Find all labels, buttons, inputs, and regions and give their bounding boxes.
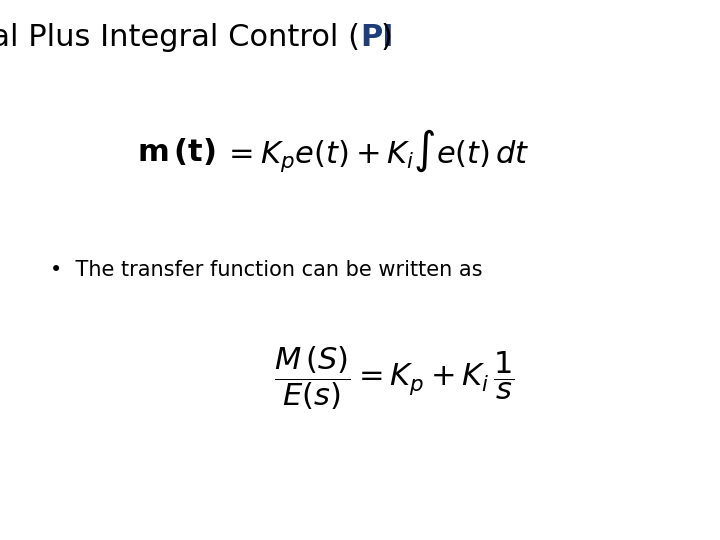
Text: ): ) — [380, 23, 392, 52]
Text: $\mathbf{m}\,\mathbf{(t)}$: $\mathbf{m}\,\mathbf{(t)}$ — [138, 136, 216, 167]
Text: $\dfrac{M\,(S)}{E(s)} = K_p + K_i\,\dfrac{1}{s}$: $\dfrac{M\,(S)}{E(s)} = K_p + K_i\,\dfra… — [274, 344, 514, 412]
Text: $= K_p e(t) + K_i \int e(t)\,dt$: $= K_p e(t) + K_i \int e(t)\,dt$ — [223, 128, 530, 174]
Text: Proportional Plus Integral Control (: Proportional Plus Integral Control ( — [0, 23, 360, 52]
Text: PI: PI — [360, 23, 394, 52]
Text: •  The transfer function can be written as: • The transfer function can be written a… — [50, 260, 483, 280]
